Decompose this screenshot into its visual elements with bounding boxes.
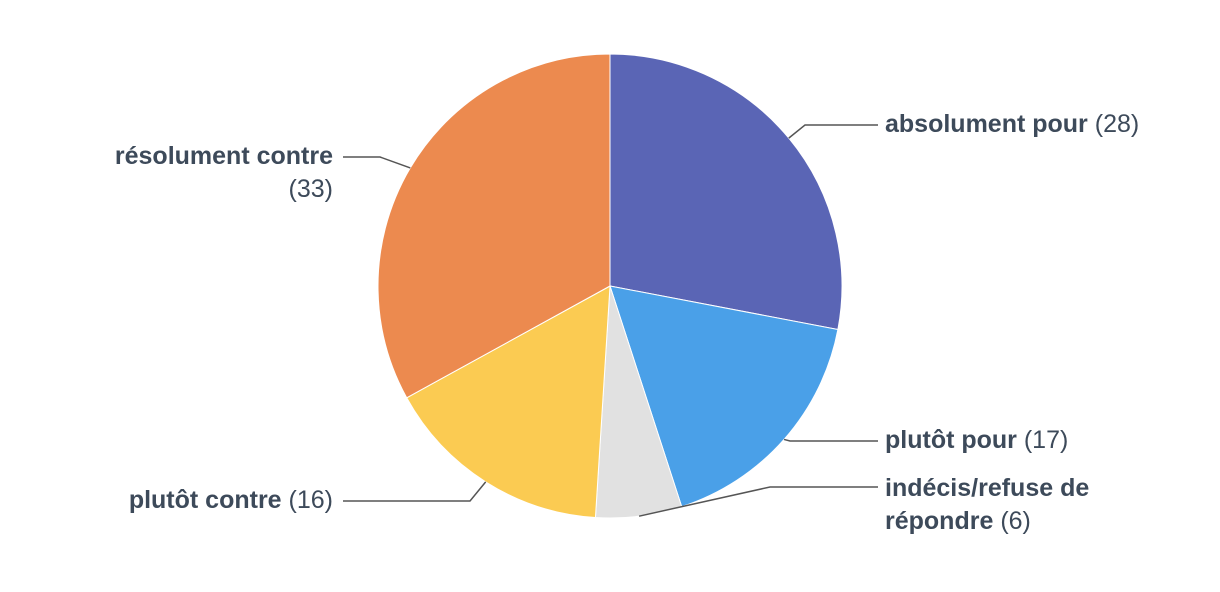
value-label: (28) [1094,110,1140,138]
value-label: (33) [288,175,333,203]
category-label: plutôt contre [128,486,282,514]
pie-slice [609,53,843,331]
category-label: résolument contre [114,142,333,170]
slice-label: plutôt pour (17) [885,424,1205,457]
pie-slice [377,53,611,399]
leader-line [343,481,487,502]
value-label: (16) [288,486,333,514]
slice-label: absolument pour (28) [885,108,1205,141]
leader-line [343,156,411,169]
category-label: indécis/refuse de répondre [885,474,1090,535]
leader-line [788,124,878,139]
pie-slice [406,285,611,519]
slice-label: indécis/refuse de répondre (6) [885,472,1135,538]
leader-line [638,486,878,517]
slice-label: résolument contre (33) [73,140,333,206]
value-label: (17) [1023,426,1069,454]
category-label: plutôt pour [885,426,1017,454]
leader-line [783,438,878,442]
category-label: absolument pour [885,110,1088,138]
value-label: (6) [1000,507,1031,535]
slice-label: plutôt contre (16) [13,484,333,517]
